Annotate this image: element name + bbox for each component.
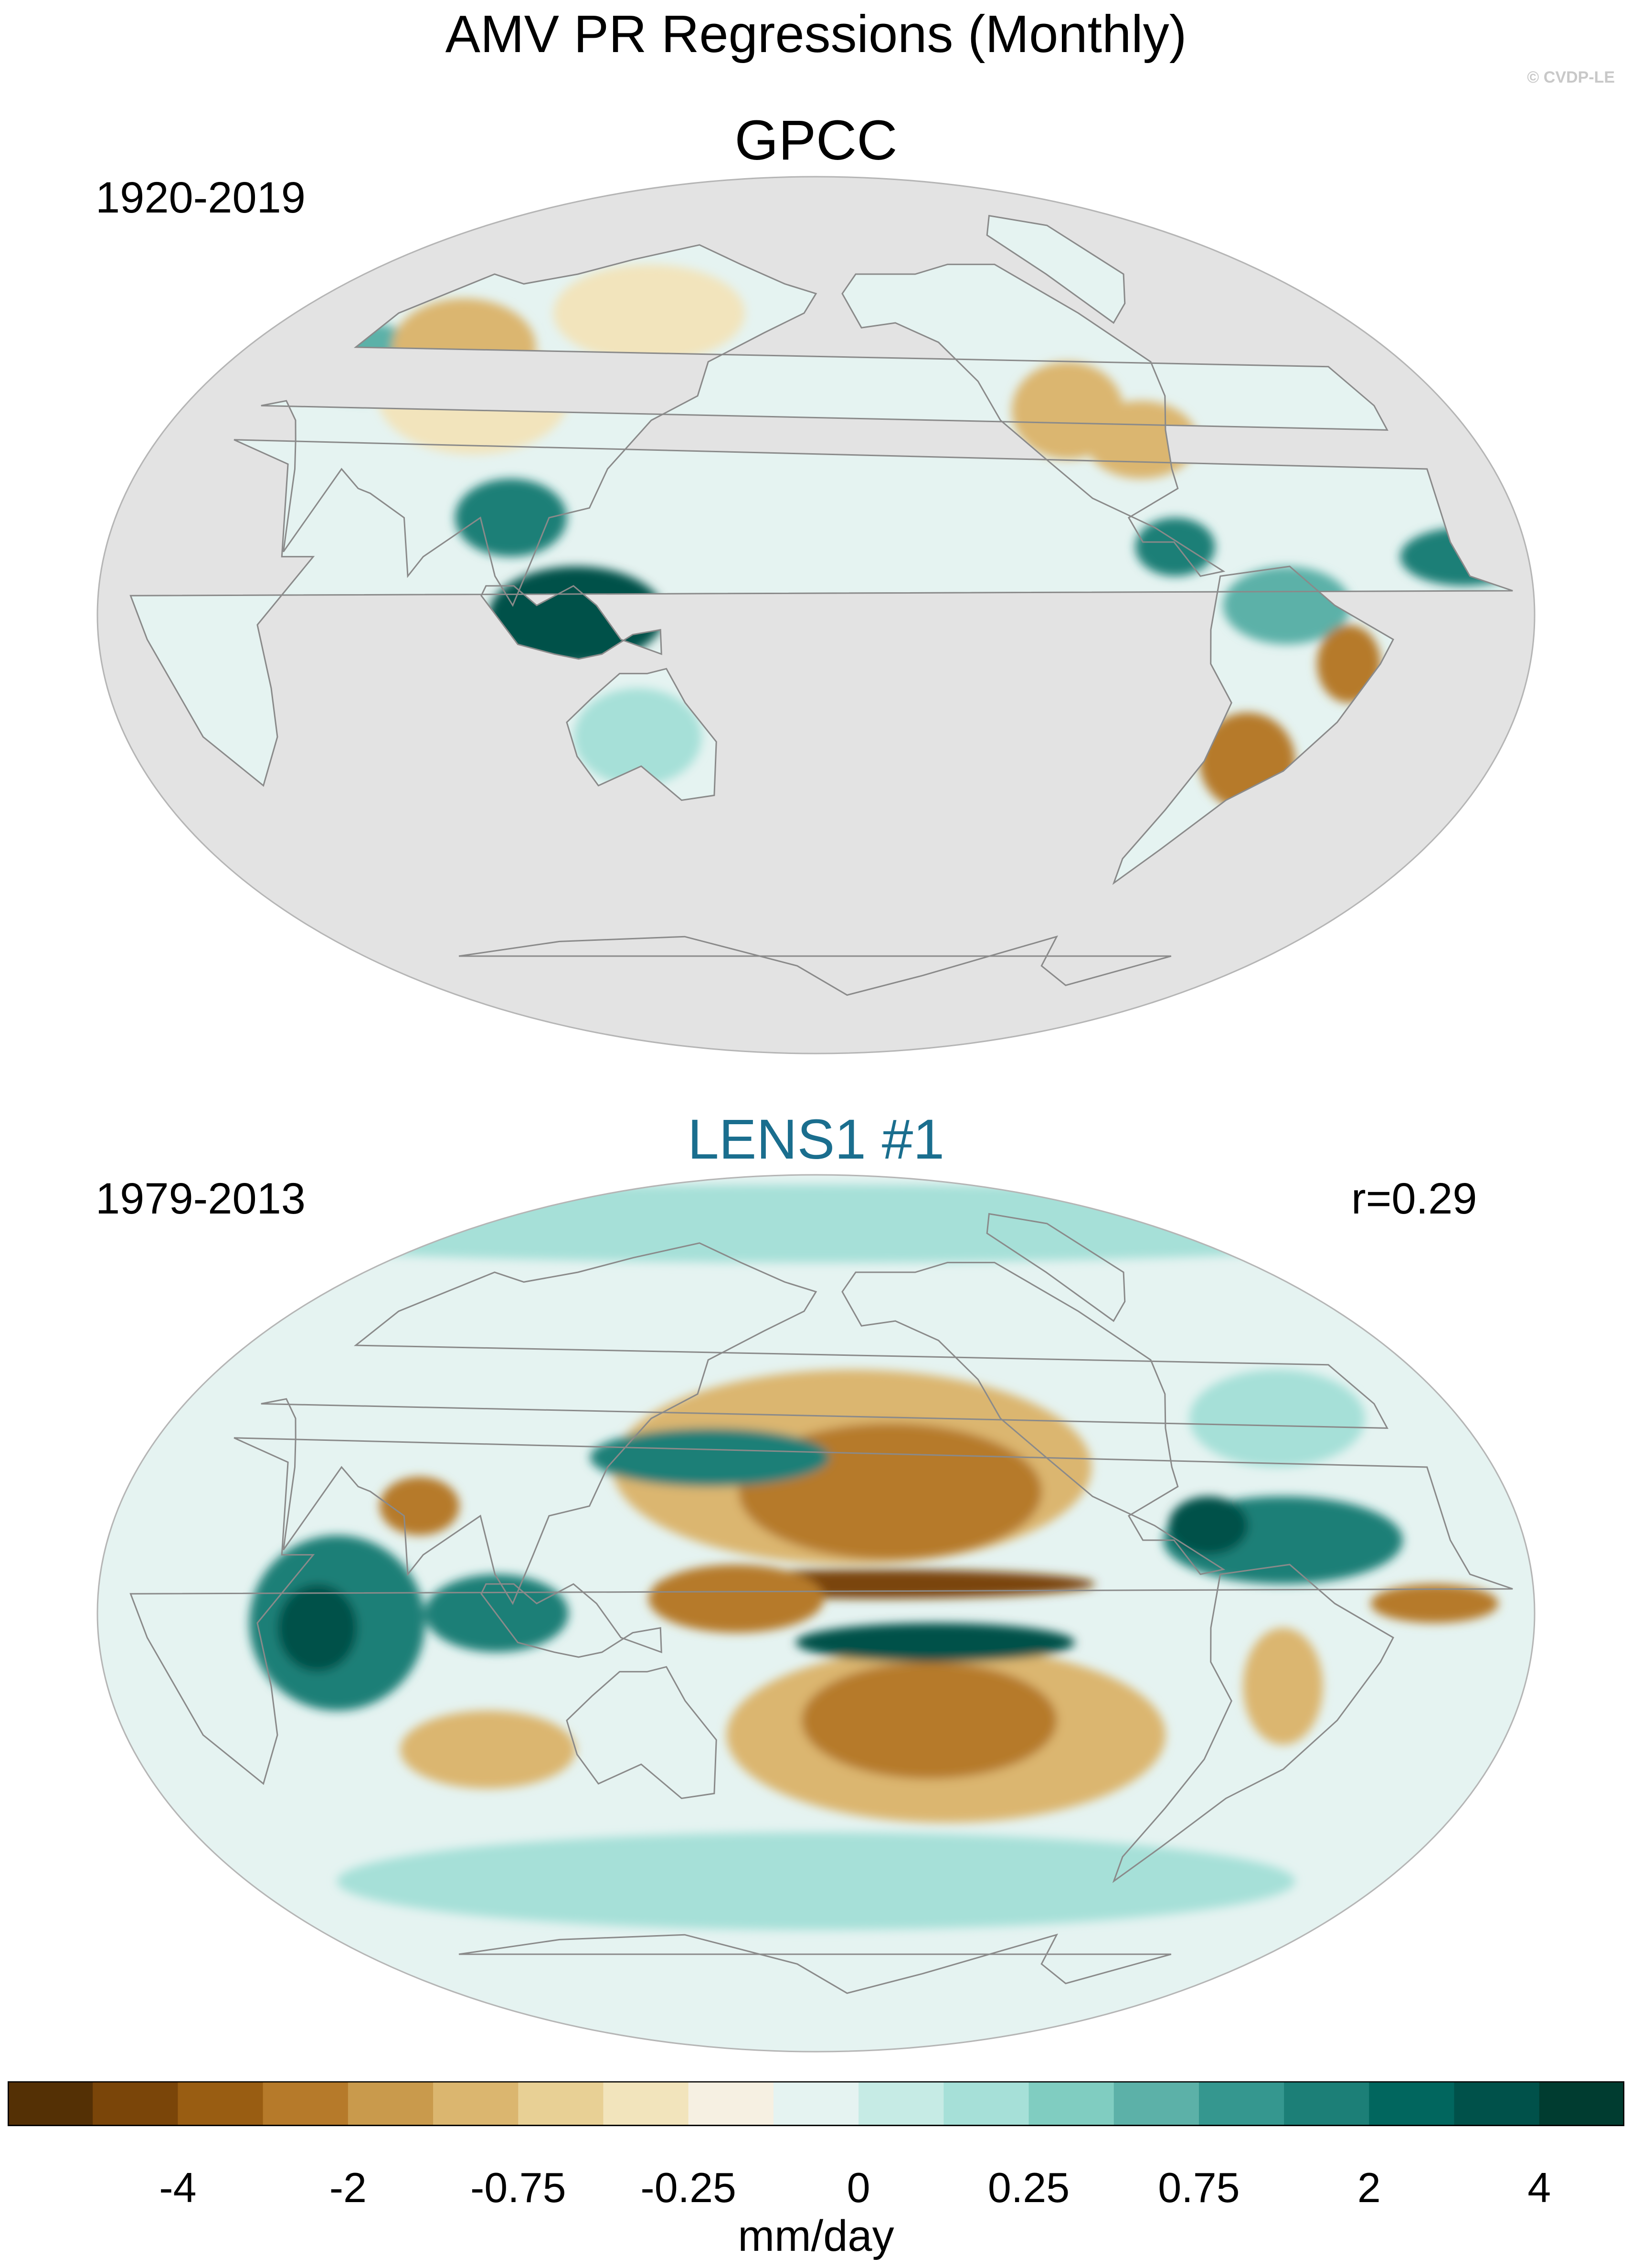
anomaly-nwp — [590, 1428, 830, 1487]
coastline-australia — [566, 1666, 717, 1799]
anomaly-australia — [573, 688, 702, 786]
anomaly-siberia — [553, 264, 745, 362]
credit-watermark: © CVDP-LE — [1527, 68, 1615, 86]
anomaly-ebrazil — [1317, 625, 1381, 703]
anomaly-cna — [1011, 362, 1123, 459]
colorbar-swatch — [688, 2081, 774, 2126]
figure-title: AMV PR Regressions (Monthly) — [445, 5, 1187, 64]
colorbar-swatch — [348, 2081, 434, 2126]
anomaly-eqatl — [1370, 1584, 1499, 1623]
anomaly-sio — [400, 1711, 576, 1789]
colorbar-tick-label: -4 — [159, 2164, 197, 2211]
coastline-greenland — [986, 1213, 1126, 1322]
colorbar-tick-label: -0.25 — [640, 2164, 736, 2211]
colorbar-swatch — [93, 2081, 178, 2126]
colorbar-swatch — [1198, 2081, 1284, 2126]
coastline-maritime — [480, 585, 662, 660]
anomaly-camerica — [1135, 518, 1215, 576]
anomaly-spac — [801, 1662, 1057, 1779]
colorbar-frame — [8, 2081, 1624, 2126]
colorbar — [8, 2081, 1624, 2126]
colorbar-tick-label: 0.25 — [987, 2164, 1070, 2211]
anomaly-s-ocean — [337, 1832, 1295, 1930]
coastline-eurasia — [261, 1242, 1388, 1605]
anomaly-indus — [379, 1477, 460, 1535]
map-border — [96, 1174, 1536, 2053]
colorbar-swatch — [773, 2081, 859, 2126]
coastline-namerica — [841, 1262, 1226, 1576]
coastline-namerica — [841, 264, 1226, 577]
coastline-eurasia — [261, 244, 1388, 607]
coastline-australia — [566, 668, 717, 801]
colorbar-swatch — [858, 2081, 944, 2126]
panel-2-map — [96, 1174, 1536, 2053]
anomaly-wp — [648, 1565, 824, 1633]
panel-2-title: LENS1 #1 — [688, 1108, 944, 1171]
colorbar-swatch — [1028, 2081, 1114, 2126]
colorbar-tick-label: -2 — [329, 2164, 367, 2211]
anomaly-natl — [1189, 1370, 1365, 1467]
land-greenland — [987, 215, 1125, 323]
panel-1-map — [96, 176, 1536, 1054]
coastline-greenland — [986, 214, 1126, 324]
panel-1-period: 1920-2019 — [95, 173, 306, 222]
colorbar-swatch — [603, 2081, 689, 2126]
colorbar-swatch — [518, 2081, 604, 2126]
colorbar-swatch — [178, 2081, 264, 2126]
coastline-antarctica — [458, 935, 1172, 996]
coastline-samerica — [1112, 565, 1394, 885]
anomaly-nsamerica — [1223, 566, 1351, 645]
coastline-africa — [129, 1437, 1513, 1785]
colorbar-tick-label: 2 — [1357, 2164, 1381, 2211]
panel-2-period: 1979-2013 — [95, 1174, 306, 1223]
colorbar-tick-label: -0.75 — [470, 2164, 566, 2211]
anomaly-iow-core — [277, 1584, 358, 1672]
colorbar-tick-label: 4 — [1527, 2164, 1551, 2211]
anomaly-sasia — [455, 479, 567, 557]
colorbar-swatch — [1539, 2081, 1624, 2126]
anomaly-arctic — [97, 1184, 1535, 1263]
colorbar-swatch — [1113, 2081, 1199, 2126]
colorbar-swatch — [263, 2081, 349, 2126]
map-background — [97, 1175, 1535, 2052]
colorbar-swatch — [433, 2081, 519, 2126]
colorbar-swatch — [1369, 2081, 1455, 2126]
colorbar-tick-label: 0 — [847, 2164, 870, 2211]
map-border — [96, 176, 1536, 1054]
anomaly-samerica-dry — [1243, 1628, 1323, 1745]
colorbar-swatch — [1284, 2081, 1369, 2126]
colorbar-tick-label: 0.75 — [1158, 2164, 1240, 2211]
coastline-maritime — [480, 1583, 662, 1658]
colorbar-swatch — [8, 2081, 93, 2126]
coastline-africa — [129, 439, 1513, 787]
anomaly-gulf — [1168, 1496, 1249, 1555]
coastline-antarctica — [458, 1933, 1172, 1994]
colorbar-swatch — [943, 2081, 1029, 2126]
coastline-samerica — [1112, 1564, 1394, 1884]
colorbar-title: mm/day — [738, 2212, 894, 2260]
panel-2-correlation: r=0.29 — [1351, 1174, 1477, 1223]
panel-1-title: GPCC — [734, 109, 898, 172]
colorbar-swatch — [1454, 2081, 1540, 2126]
anomaly-eqcp-s — [795, 1623, 1075, 1662]
